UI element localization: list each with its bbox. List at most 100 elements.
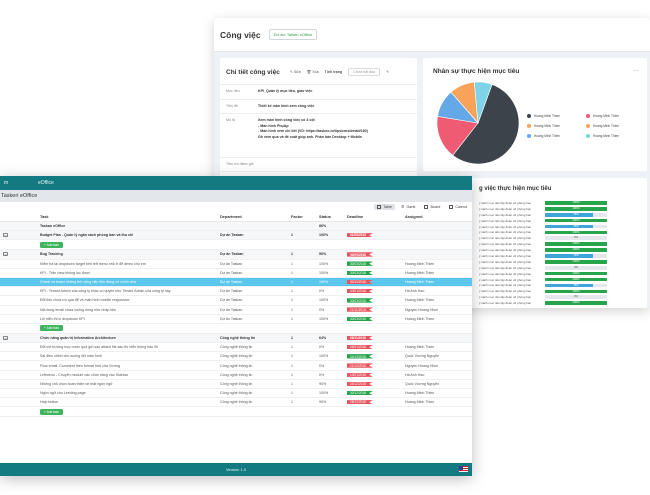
group-row[interactable]: Taskan eOffice 86% xyxy=(0,222,472,232)
progress-fill xyxy=(545,224,594,229)
task-name[interactable]: Đổi tiêu chưa ưu qua để về màn hình mobi… xyxy=(40,298,130,303)
column-department[interactable]: Department xyxy=(220,214,242,219)
task-name[interactable]: Chức năng quản trị Information Architect… xyxy=(40,335,116,340)
status: 100% xyxy=(319,233,329,238)
deadline-badge: 30/03/2018 xyxy=(347,316,373,321)
pie-slice[interactable] xyxy=(473,81,493,124)
task-name[interactable]: Bug Tracking xyxy=(40,252,63,257)
progress-fill xyxy=(545,248,607,252)
calendar-view-button[interactable]: Calend xyxy=(446,204,470,210)
project-filter[interactable]: Dự án: Taisen eOffice xyxy=(268,29,318,40)
status: 100% xyxy=(319,316,329,321)
task-name[interactable]: Leftmenu - Chuyển module các chức năng v… xyxy=(40,372,129,377)
factor: 1 xyxy=(291,335,293,340)
progress-label: ý sách mục tiêu lập đoàn về phòng ban xyxy=(479,283,532,288)
task-name[interactable]: Sai điều chỉnh chú xuống liệt màn hình xyxy=(40,354,102,359)
table-row[interactable]: KPI - Tenant Admin của công ty khác có q… xyxy=(0,287,472,297)
collapse-toggle[interactable]: — xyxy=(3,252,8,257)
table-row[interactable]: Help button Công nghệ thông tin 1 90% 28/12/… xyxy=(0,398,472,408)
table-row[interactable]: Kiểm tra lại dropdown target bên left me… xyxy=(0,260,472,269)
progress-value: 100% xyxy=(572,241,580,246)
task-name[interactable]: Ngôn ngữ cho Leeding page xyxy=(40,391,86,396)
task-name[interactable]: Help button xyxy=(40,400,59,405)
view-toolbar: Table ☰ Gantt Board Calend xyxy=(0,202,472,212)
progress-value: 100% xyxy=(572,229,580,234)
detail-value: Thiết kế màn hình xem công việc xyxy=(258,103,315,108)
column-status[interactable]: Status xyxy=(319,214,331,219)
task-name[interactable]: Lỗi hiển thị ví dropdown KPI xyxy=(40,316,85,321)
factor: 1 xyxy=(291,381,293,386)
progress-label: ý sách mục tiêu lập đoàn về phòng ban xyxy=(479,259,532,264)
column-task[interactable]: Task xyxy=(40,214,49,219)
table-row[interactable]: Những chỗ chọn hoàn thiện về mặt ngôn ng… xyxy=(0,380,472,389)
task-name[interactable]: Kiểm tra lại dropdown target bên left me… xyxy=(40,261,146,266)
task-name[interactable]: Đổi với trường hợp nước quá gửi sau atta… xyxy=(40,345,158,350)
progress-fill xyxy=(545,283,594,288)
column-assigned[interactable]: Assigned xyxy=(405,214,423,219)
table-row[interactable]: Check và leaed những thẻ công việc tiền … xyxy=(0,277,472,288)
department: Công nghệ thông tin xyxy=(220,372,253,377)
table-row[interactable]: Flow email. Comment theo format mới của … xyxy=(0,361,472,371)
assignee: Hoang Minh Thien xyxy=(405,400,435,405)
table-row[interactable]: Leftmenu - Chuyển module các chức năng v… xyxy=(0,371,472,380)
table-row[interactable]: Lỗi hiển thị ví dropdown KPI Dự án Taskan… xyxy=(0,315,472,324)
collapse-toggle[interactable]: — xyxy=(3,335,8,340)
table-row[interactable]: KPI - Trắn view không lọc được Dự án Task… xyxy=(0,269,472,278)
task-name[interactable]: Budget Plan - Quản lý ngân sách phòng ba… xyxy=(40,233,134,238)
table-row[interactable]: Sai điều chỉnh chú xuống liệt màn hình Cô… xyxy=(0,352,472,362)
task-name[interactable]: Taskan eOffice xyxy=(40,224,66,229)
gantt-view-button[interactable]: ☰ Gantt xyxy=(401,205,416,209)
progress-value: 100% xyxy=(572,270,580,275)
progress-label: ý sách mục tiêu lập đoàn về phòng ban xyxy=(479,230,532,235)
add-task-button[interactable]: + Add task xyxy=(40,241,63,248)
task-name[interactable]: Nội dung email chưa xuống dòng như nhập … xyxy=(40,307,116,312)
progress-value: 0% xyxy=(573,294,579,299)
column-deadline[interactable]: Deadline xyxy=(347,214,364,219)
department: Dự án Taskan xyxy=(220,298,243,303)
us-flag-icon[interactable] xyxy=(459,466,468,472)
progress-row: ý sách mục tiêu lập đoàn về phòng ban 100… xyxy=(479,241,643,247)
deadline-badge: 28/12/2018 xyxy=(347,400,373,405)
task-name[interactable]: KPI - Tenant Admin của công ty khác có q… xyxy=(40,289,171,294)
table-row[interactable]: Ngôn ngữ cho Leeding page Công nghệ thông… xyxy=(0,389,472,399)
factor: 1 xyxy=(291,316,293,321)
edit-button[interactable]: ✎ Sửa xyxy=(289,70,301,74)
task-name[interactable]: Check và leaed những thẻ công việc tiền … xyxy=(40,280,136,285)
group-row[interactable]: — Bug Tracking Dự án Taskan 1 50% 30/09/2018 xyxy=(0,250,472,260)
detail-label: Mục tiêu xyxy=(226,89,240,93)
progress-row: ý sách mục tiêu lập đoàn về phòng ban 78% xyxy=(479,224,643,230)
group-row[interactable]: — Chức năng quản trị Information Architec… xyxy=(0,333,472,344)
pencil-icon[interactable]: ✎ xyxy=(386,70,390,74)
delete-button[interactable]: 🗑 Xóa xyxy=(306,70,319,74)
pie-slice[interactable] xyxy=(452,84,520,165)
department: Công nghệ thông tin xyxy=(220,345,253,350)
table-row[interactable]: Đổi tiêu chưa ưu qua để về màn hình mobi… xyxy=(0,296,472,306)
nav-menu[interactable]: m xyxy=(4,180,9,186)
status: 0% xyxy=(319,307,325,312)
deadline-cell: 28/12/2018 xyxy=(347,400,405,405)
task-name[interactable]: Flow email. Comment theo format mới của … xyxy=(40,363,121,368)
pie-slice[interactable] xyxy=(436,116,479,156)
board-view-button[interactable]: Board xyxy=(421,204,443,210)
task-name[interactable]: KPI - Trắn view không lọc được xyxy=(40,270,91,275)
group-row[interactable]: — Budget Plan - Quản lý ngân sách phòng b… xyxy=(0,231,472,241)
add-task-button[interactable]: + Add task xyxy=(40,325,63,332)
column-factor[interactable]: Factor xyxy=(291,214,303,219)
table-view-button[interactable]: Table xyxy=(374,204,396,210)
progress-value: 100% xyxy=(572,288,580,293)
factor: 1 xyxy=(291,345,293,350)
deadline-cell: 30/12/2018 xyxy=(347,390,405,396)
table-row[interactable]: Đổi với trường hợp nước quá gửi sau atta… xyxy=(0,343,472,353)
status-dropdown[interactable]: Chưa bắt đầu xyxy=(348,68,381,76)
add-task-button[interactable]: + Add task xyxy=(40,408,63,415)
progress-value: 100% xyxy=(572,300,580,305)
progress-row: ý sách mục tiêu lập đoàn về phòng ban 100… xyxy=(479,247,643,253)
more-icon[interactable]: ... xyxy=(633,66,639,73)
table-row[interactable]: Nội dung email chưa xuống dòng như nhập … xyxy=(0,306,472,315)
status: 100% xyxy=(319,298,329,303)
task-name[interactable]: Những chỗ chọn hoàn thiện về mặt ngôn ng… xyxy=(40,381,113,386)
collapse-toggle[interactable]: — xyxy=(3,233,8,238)
deadline-cell: 30/03/2018 xyxy=(347,298,405,303)
progress-bar: 100% xyxy=(545,270,607,276)
progress-value: 100% xyxy=(572,217,580,222)
